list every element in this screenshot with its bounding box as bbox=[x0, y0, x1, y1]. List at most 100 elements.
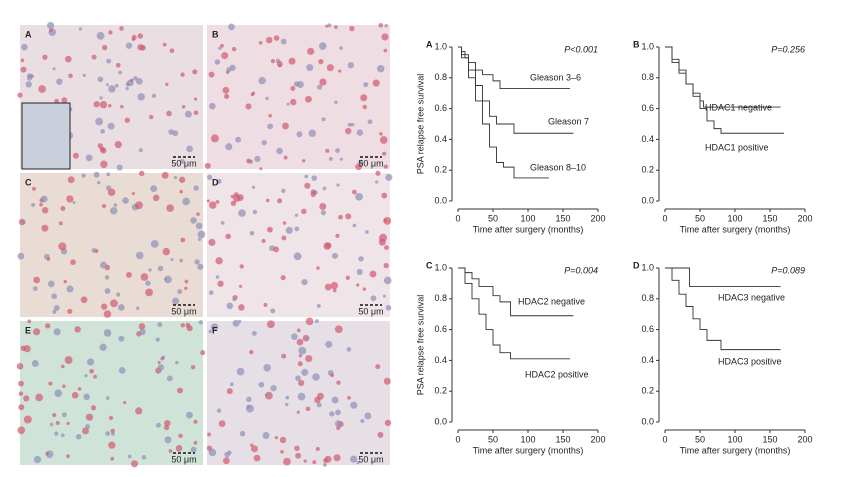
cell-nucleus bbox=[328, 156, 333, 161]
scale-bar-label: 50 μm bbox=[358, 306, 383, 316]
cell-nucleus bbox=[316, 84, 323, 90]
survival-curve bbox=[458, 46, 570, 90]
cell-nucleus bbox=[124, 117, 131, 123]
cell-nucleus bbox=[89, 368, 94, 374]
cell-nucleus bbox=[383, 276, 392, 285]
cell-nucleus bbox=[31, 359, 39, 367]
cell-nucleus bbox=[296, 328, 301, 333]
cell-nucleus bbox=[80, 296, 88, 304]
cell-nucleus bbox=[298, 346, 307, 355]
cell-nucleus bbox=[327, 23, 332, 28]
cell-nucleus bbox=[331, 396, 339, 404]
cell-nucleus bbox=[239, 430, 246, 437]
survival-curve bbox=[665, 267, 781, 351]
cell-nucleus bbox=[364, 412, 372, 420]
cell-nucleus bbox=[301, 278, 308, 286]
cell-nucleus bbox=[305, 317, 314, 326]
cell-nucleus bbox=[273, 246, 280, 253]
cell-nucleus bbox=[345, 213, 352, 220]
cell-nucleus bbox=[181, 105, 186, 109]
cell-nucleus bbox=[66, 285, 74, 293]
p-value: P=0.004 bbox=[564, 265, 598, 275]
cell-nucleus bbox=[184, 286, 188, 290]
y-tick-label: 0.8 bbox=[641, 293, 654, 303]
cell-nucleus bbox=[177, 387, 183, 394]
cell-nucleus bbox=[93, 171, 100, 178]
cell-nucleus bbox=[298, 379, 305, 387]
cell-nucleus bbox=[194, 97, 198, 101]
cell-nucleus bbox=[349, 25, 355, 32]
cell-nucleus bbox=[330, 281, 339, 290]
cell-nucleus bbox=[296, 410, 300, 414]
cell-nucleus bbox=[56, 78, 63, 85]
cell-nucleus bbox=[249, 230, 255, 236]
cell-nucleus bbox=[184, 279, 189, 284]
cell-nucleus bbox=[129, 78, 134, 83]
cell-nucleus bbox=[54, 431, 59, 436]
x-tick-label: 50 bbox=[695, 434, 705, 444]
cell-nucleus bbox=[117, 304, 125, 311]
cell-nucleus bbox=[225, 233, 231, 240]
cell-nucleus bbox=[378, 238, 386, 246]
cell-nucleus bbox=[230, 200, 237, 207]
curve-label: HDAC2 positive bbox=[525, 369, 589, 379]
cell-nucleus bbox=[21, 43, 28, 51]
cell-nucleus bbox=[267, 123, 274, 130]
cell-nucleus bbox=[103, 310, 112, 318]
curve-label: HDAC3 negative bbox=[718, 292, 785, 302]
cell-nucleus bbox=[26, 73, 32, 79]
cell-nucleus bbox=[298, 354, 303, 358]
panel-label: F bbox=[212, 325, 218, 335]
cell-nucleus bbox=[290, 98, 297, 106]
cell-nucleus bbox=[294, 213, 299, 217]
cell-nucleus bbox=[66, 454, 70, 459]
cell-nucleus bbox=[383, 218, 387, 222]
cell-nucleus bbox=[105, 431, 111, 436]
cell-nucleus bbox=[184, 110, 192, 118]
cell-nucleus bbox=[325, 148, 330, 153]
cell-nucleus bbox=[263, 302, 268, 307]
panel-label: D bbox=[212, 177, 219, 187]
survival-curve bbox=[665, 46, 781, 108]
cell-nucleus bbox=[137, 93, 145, 101]
y-tick-label: 0.4 bbox=[434, 355, 447, 365]
histology-image bbox=[207, 25, 390, 169]
curve-label: Gleason 3–6 bbox=[530, 72, 581, 82]
cell-nucleus bbox=[31, 203, 35, 207]
cell-nucleus bbox=[161, 171, 169, 179]
cell-nucleus bbox=[85, 154, 93, 162]
cell-nucleus bbox=[52, 67, 56, 71]
cell-nucleus bbox=[166, 204, 174, 212]
cell-nucleus bbox=[351, 189, 357, 195]
curve-label: Gleason 8–10 bbox=[530, 162, 586, 172]
cell-nucleus bbox=[229, 64, 236, 71]
p-value: P<0.001 bbox=[564, 44, 598, 54]
cell-nucleus bbox=[17, 426, 26, 435]
cell-nucleus bbox=[375, 364, 381, 370]
cell-nucleus bbox=[197, 263, 204, 270]
cell-nucleus bbox=[250, 92, 255, 97]
cell-nucleus bbox=[210, 323, 219, 331]
cell-nucleus bbox=[193, 185, 199, 191]
cell-nucleus bbox=[329, 411, 335, 417]
cell-nucleus bbox=[180, 72, 185, 77]
cell-nucleus bbox=[251, 330, 257, 336]
cell-nucleus bbox=[114, 83, 119, 88]
cell-nucleus bbox=[84, 374, 88, 378]
cell-nucleus bbox=[35, 393, 43, 402]
cell-nucleus bbox=[41, 206, 49, 214]
cell-nucleus bbox=[296, 338, 304, 346]
cell-nucleus bbox=[252, 209, 258, 215]
cell-nucleus bbox=[180, 237, 186, 243]
cell-nucleus bbox=[99, 96, 103, 100]
cell-nucleus bbox=[27, 319, 32, 324]
cell-nucleus bbox=[118, 335, 125, 342]
cell-nucleus bbox=[95, 117, 104, 126]
cell-nucleus bbox=[356, 461, 360, 465]
cell-nucleus bbox=[61, 412, 67, 418]
cell-nucleus bbox=[162, 247, 171, 256]
cell-nucleus bbox=[355, 192, 363, 201]
cell-nucleus bbox=[297, 361, 303, 367]
cell-nucleus bbox=[103, 329, 112, 337]
cell-nucleus bbox=[207, 432, 212, 437]
